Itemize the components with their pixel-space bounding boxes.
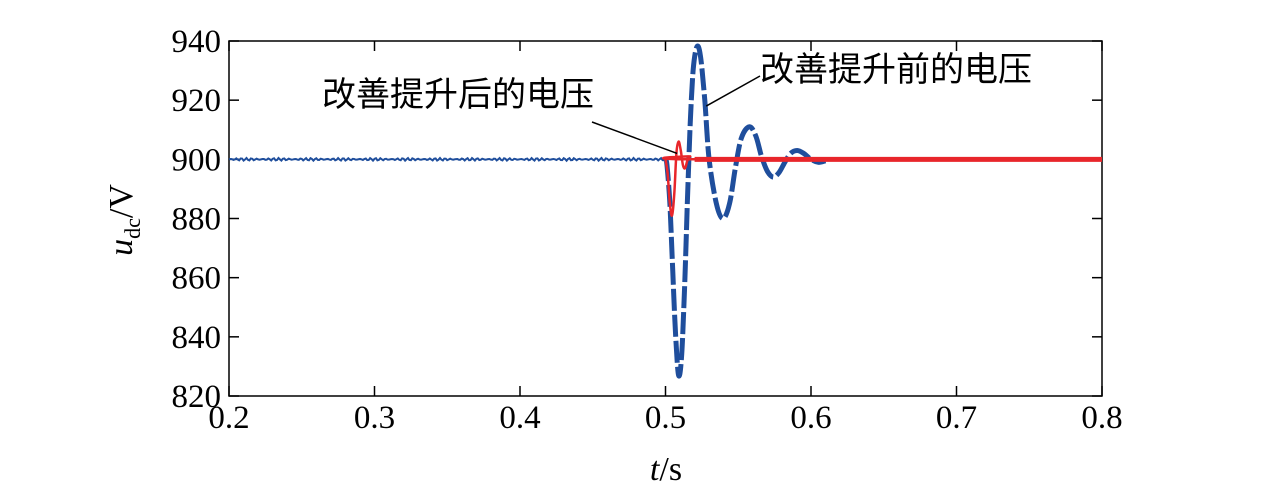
x-axis-unit: /s: [659, 451, 682, 487]
x-tick-label: 0.5: [645, 400, 686, 436]
y-axis-title: udc/V: [103, 184, 145, 256]
y-tick-label: 820: [172, 379, 222, 415]
y-axis-subscript: dc: [120, 218, 145, 239]
series-layer: [228, 43, 1103, 379]
y-axis-unit: /V: [103, 184, 140, 218]
x-tick-label: 0.7: [936, 400, 977, 436]
x-tick-label: 0.6: [790, 400, 831, 436]
series-after-transient-line: [661, 140, 1103, 217]
y-ticks: 820 840 860 880 900 920 940: [172, 24, 1102, 415]
y-tick-label: 880: [172, 202, 222, 238]
annotation-after-leader: [591, 121, 678, 155]
y-tick-label: 940: [172, 24, 222, 60]
x-tick-label: 0.8: [1081, 400, 1122, 436]
annotation-after: 改善提升后的电压: [322, 75, 594, 115]
annotation-leaders: [591, 75, 761, 155]
x-axis-variable: t: [650, 451, 661, 487]
series-before-flat-line: [228, 156, 667, 163]
y-tick-label: 840: [172, 320, 222, 356]
series-before-oscillation-line: [663, 43, 827, 379]
x-tick-label: 0.2: [208, 400, 249, 436]
y-axis-variable: u: [103, 239, 140, 256]
x-tick-label: 0.4: [499, 400, 540, 436]
y-tick-label: 900: [172, 142, 222, 178]
x-tick-label: 0.3: [354, 400, 395, 436]
y-tick-label: 860: [172, 261, 222, 297]
annotation-before: 改善提升前的电压: [760, 50, 1032, 90]
x-axis-title: t/s: [650, 451, 682, 487]
x-ticks: 0.2 0.3 0.4 0.5 0.6 0.7 0.8: [208, 41, 1123, 436]
annotation-before-leader: [705, 75, 761, 107]
y-tick-label: 920: [172, 83, 222, 119]
